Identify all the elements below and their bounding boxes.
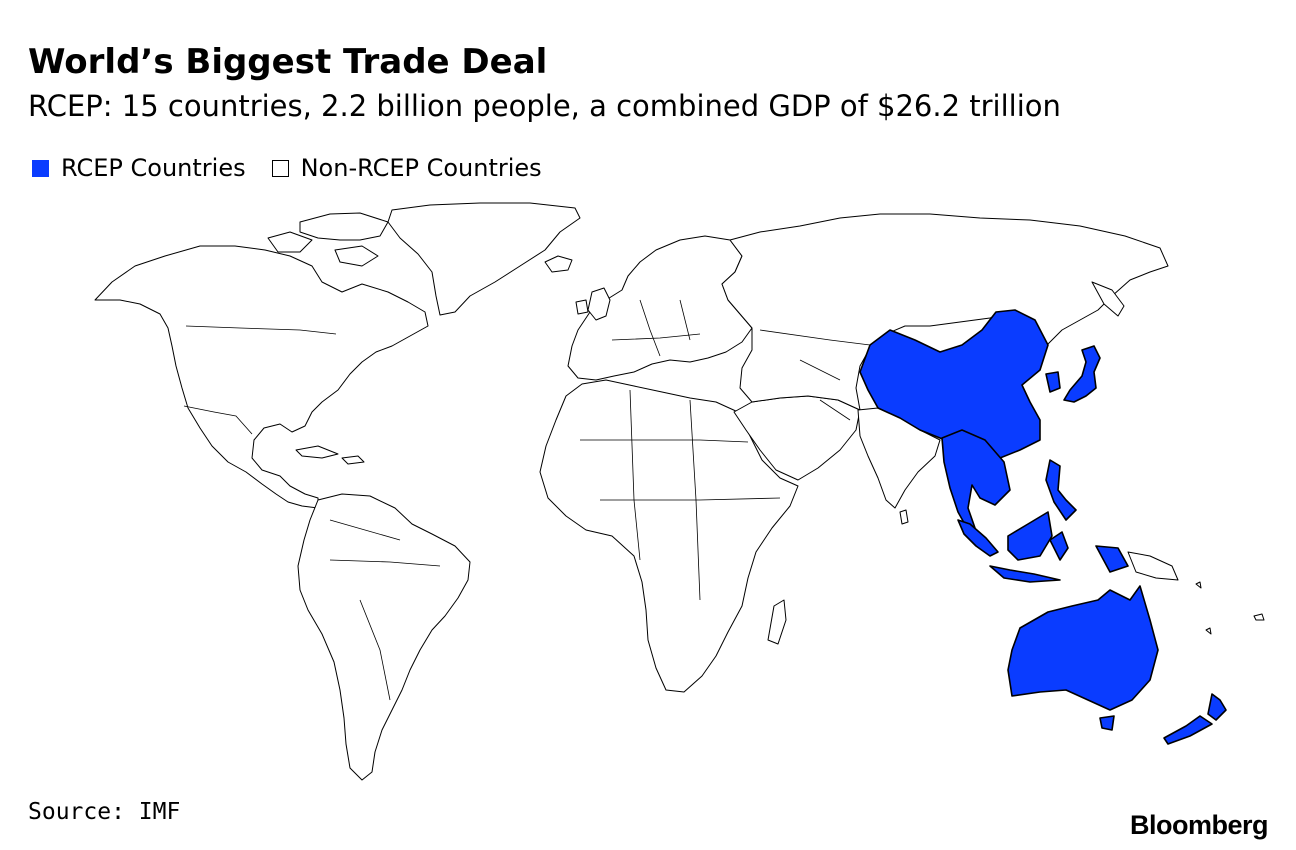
africa-borders: [580, 389, 781, 601]
legend-label-non-rcep: Non-RCEP Countries: [300, 154, 542, 182]
sri-lanka: [899, 509, 909, 525]
papua-new-guinea: [1127, 551, 1179, 581]
asia-borders: [759, 329, 871, 421]
rcep-philippines: [1045, 459, 1077, 521]
canadian-arctic-islands: [267, 212, 389, 267]
world-map: [94, 202, 1265, 781]
south-america-borders: [329, 519, 441, 701]
rcep-mainland-southeast-asia: [941, 429, 1011, 531]
rcep-new-zealand: [1163, 693, 1227, 745]
north-america: [94, 245, 429, 509]
legend-label-rcep: RCEP Countries: [61, 154, 246, 182]
legend-item-rcep: RCEP Countries: [32, 154, 246, 182]
non-rcep-swatch: [271, 159, 289, 177]
russia-central-asia: [721, 213, 1169, 411]
legend-item-non-rcep: Non-RCEP Countries: [271, 154, 542, 182]
south-america: [297, 493, 471, 781]
europe-borders: [611, 299, 701, 357]
rcep-japan: [1063, 345, 1101, 403]
chart-title: World’s Biggest Trade Deal: [28, 42, 548, 82]
kamchatka: [1091, 281, 1125, 317]
source-note: Source: IMF: [28, 799, 181, 825]
iceland: [544, 255, 573, 273]
madagascar: [767, 599, 787, 645]
rcep-swatch: [32, 159, 49, 177]
africa: [539, 379, 799, 693]
us-canada-border: [185, 325, 337, 335]
pacific-islands: [1195, 581, 1265, 635]
hispaniola: [341, 455, 365, 465]
greenland: [387, 202, 581, 316]
chart-subtitle: RCEP: 15 countries, 2.2 billion people, …: [28, 89, 1061, 123]
legend: RCEP Countries Non-RCEP Countries: [32, 152, 568, 184]
rcep-south-korea: [1045, 371, 1061, 393]
rcep-indonesia: [989, 511, 1129, 583]
rcep-malaysia: [957, 519, 999, 557]
ireland: [575, 299, 589, 315]
bloomberg-logo: Bloomberg: [1129, 810, 1269, 840]
rcep-tasmania: [1099, 715, 1115, 731]
rcep-australia: [1007, 585, 1159, 711]
cuba: [295, 445, 339, 459]
us-mexico-border: [183, 405, 253, 435]
rcep-china: [859, 309, 1049, 461]
